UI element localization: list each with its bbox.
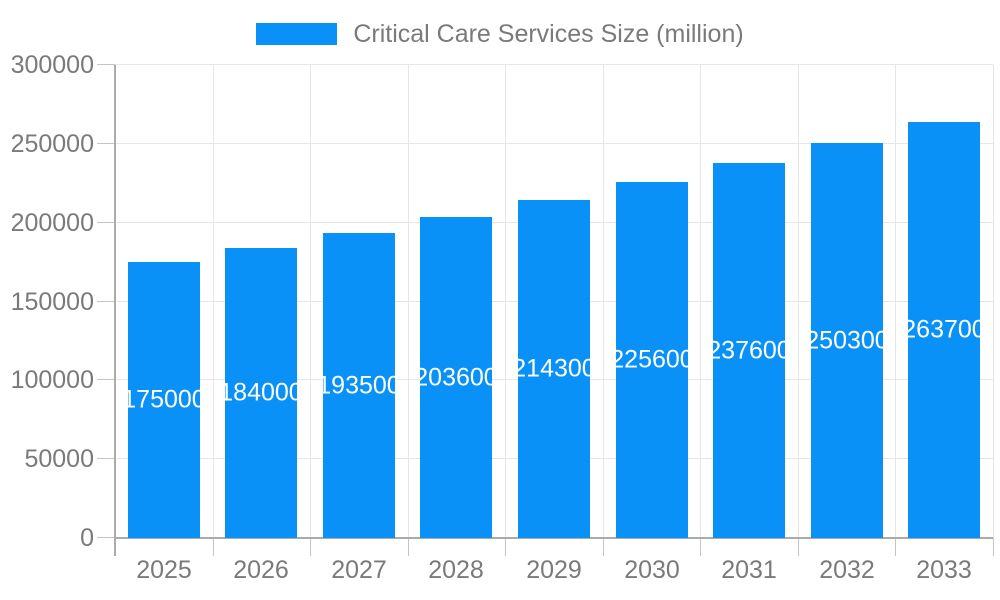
- y-axis-tick-mark: [97, 537, 115, 538]
- bar-value-label: 263700: [908, 315, 980, 344]
- gridline-vertical: [895, 65, 896, 538]
- gridline-vertical: [213, 65, 214, 538]
- y-axis-tick-label: 50000: [24, 445, 94, 473]
- gridline-vertical: [310, 65, 311, 538]
- x-axis-tick-label: 2026: [233, 556, 289, 584]
- x-axis-tick-label: 2028: [428, 556, 484, 584]
- y-axis-line: [114, 65, 116, 556]
- x-axis-tick-mark: [505, 538, 506, 556]
- x-axis-line: [115, 537, 993, 539]
- x-axis-tick-mark: [408, 538, 409, 556]
- bar-value-label: 184000: [225, 378, 297, 407]
- gridline-vertical: [700, 65, 701, 538]
- bar[interactable]: 225600: [616, 182, 688, 538]
- y-axis-tick-mark: [97, 379, 115, 380]
- x-axis-tick-label: 2030: [624, 556, 680, 584]
- x-axis-tick-mark: [895, 538, 896, 556]
- chart-legend[interactable]: Critical Care Services Size (million): [0, 20, 1000, 48]
- bar-value-label: 193500: [323, 371, 395, 399]
- x-axis-tick-mark: [213, 538, 214, 556]
- x-axis-tick-mark: [993, 538, 994, 556]
- bar[interactable]: 184000: [225, 248, 297, 538]
- bar-value-label: 214300: [518, 354, 590, 383]
- bar-value-label: 250300: [811, 326, 883, 354]
- gridline-vertical: [408, 65, 409, 538]
- x-axis-tick-label: 2031: [721, 556, 777, 584]
- x-axis-tick-label: 2025: [136, 556, 192, 584]
- bar[interactable]: 203600: [420, 217, 492, 538]
- y-axis-tick-mark: [97, 64, 115, 65]
- x-axis-tick-label: 2027: [331, 556, 387, 584]
- bar[interactable]: 263700: [908, 122, 980, 538]
- x-axis-tick-label: 2032: [819, 556, 875, 584]
- bar-value-label: 203600: [420, 363, 492, 391]
- y-axis-tick-mark: [97, 222, 115, 223]
- bar[interactable]: 175000: [128, 262, 200, 538]
- legend-label: Critical Care Services Size (million): [353, 20, 744, 48]
- bar[interactable]: 193500: [323, 233, 395, 538]
- bar-value-label: 175000: [128, 385, 200, 414]
- x-axis-tick-mark: [310, 538, 311, 556]
- bar[interactable]: 237600: [713, 163, 785, 538]
- gridline-vertical: [603, 65, 604, 538]
- bar-value-label: 237600: [713, 336, 785, 364]
- bar-value-label: 225600: [616, 345, 688, 374]
- gridline-vertical: [798, 65, 799, 538]
- y-axis-tick-label: 0: [80, 524, 94, 552]
- bar[interactable]: 214300: [518, 200, 590, 538]
- x-axis-tick-mark: [798, 538, 799, 556]
- x-axis-tick-label: 2033: [916, 556, 972, 584]
- x-axis-tick-mark: [700, 538, 701, 556]
- y-axis-tick-label: 300000: [10, 51, 94, 79]
- y-axis-tick-label: 250000: [10, 130, 94, 158]
- legend-color-swatch: [256, 23, 338, 45]
- bar[interactable]: 250300: [811, 143, 883, 538]
- y-axis-tick-label: 200000: [10, 209, 94, 237]
- gridline-vertical: [505, 65, 506, 538]
- gridline-vertical: [993, 65, 994, 538]
- y-axis-tick-mark: [97, 301, 115, 302]
- x-axis-tick-label: 2029: [526, 556, 582, 584]
- gridline-horizontal: [115, 64, 993, 65]
- y-axis-tick-mark: [97, 143, 115, 144]
- y-axis-tick-mark: [97, 458, 115, 459]
- x-axis-tick-mark: [603, 538, 604, 556]
- y-axis-tick-label: 150000: [10, 288, 94, 316]
- y-axis-tick-label: 100000: [10, 366, 94, 394]
- gridline-horizontal: [115, 143, 993, 144]
